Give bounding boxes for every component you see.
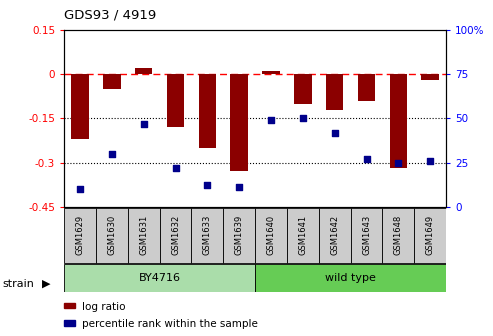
Text: GSM1641: GSM1641 (298, 215, 308, 255)
Bar (358, 74, 375, 101)
Bar (389, 74, 407, 168)
Bar (103, 74, 121, 89)
Point (267, 118, 275, 123)
Text: GSM1649: GSM1649 (426, 215, 435, 255)
FancyBboxPatch shape (96, 208, 128, 263)
Bar (199, 74, 216, 148)
Text: GSM1631: GSM1631 (139, 215, 148, 255)
Text: GSM1640: GSM1640 (267, 215, 276, 255)
Text: log ratio: log ratio (82, 302, 126, 312)
Bar (326, 74, 344, 110)
Point (299, 116, 307, 121)
Text: GSM1643: GSM1643 (362, 215, 371, 255)
Text: GSM1630: GSM1630 (107, 215, 116, 255)
Text: wild type: wild type (325, 273, 376, 283)
FancyBboxPatch shape (319, 208, 351, 263)
FancyBboxPatch shape (383, 208, 414, 263)
FancyBboxPatch shape (64, 264, 255, 292)
FancyBboxPatch shape (128, 208, 160, 263)
Point (140, 121, 147, 126)
FancyBboxPatch shape (223, 208, 255, 263)
FancyBboxPatch shape (255, 208, 287, 263)
FancyBboxPatch shape (64, 208, 96, 263)
FancyBboxPatch shape (191, 208, 223, 263)
Text: GSM1632: GSM1632 (171, 215, 180, 255)
Bar (71, 74, 89, 139)
Point (108, 151, 116, 157)
Bar (167, 74, 184, 127)
Text: GSM1629: GSM1629 (75, 215, 84, 255)
FancyBboxPatch shape (414, 208, 446, 263)
FancyBboxPatch shape (160, 208, 191, 263)
Text: percentile rank within the sample: percentile rank within the sample (82, 319, 258, 329)
FancyBboxPatch shape (287, 208, 319, 263)
Point (235, 184, 243, 190)
Point (204, 183, 211, 188)
Point (426, 158, 434, 164)
FancyBboxPatch shape (351, 208, 383, 263)
Bar (294, 74, 312, 104)
Point (76, 186, 84, 192)
Point (331, 130, 339, 135)
Bar (422, 74, 439, 80)
FancyBboxPatch shape (255, 264, 446, 292)
Point (363, 156, 371, 162)
Text: GSM1642: GSM1642 (330, 215, 339, 255)
Bar (262, 72, 280, 74)
Text: GSM1639: GSM1639 (235, 215, 244, 255)
Bar (230, 74, 248, 171)
Point (394, 160, 402, 165)
Text: ▶: ▶ (42, 279, 50, 289)
Text: BY4716: BY4716 (139, 273, 180, 283)
Text: strain: strain (2, 279, 35, 289)
Text: GSM1633: GSM1633 (203, 215, 212, 255)
Bar (135, 69, 152, 74)
Text: GDS93 / 4919: GDS93 / 4919 (64, 9, 156, 22)
Point (172, 165, 179, 171)
Text: GSM1648: GSM1648 (394, 215, 403, 255)
